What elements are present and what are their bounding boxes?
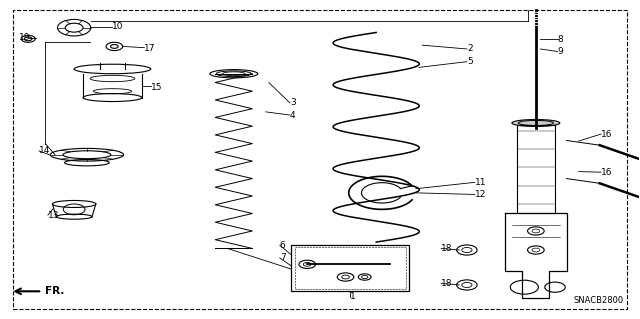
Ellipse shape	[512, 120, 560, 126]
Text: 5: 5	[467, 57, 472, 66]
Text: 18: 18	[442, 279, 453, 288]
Text: 18: 18	[442, 244, 453, 253]
Text: 7: 7	[280, 254, 285, 263]
Bar	[291, 245, 410, 291]
Text: 16: 16	[601, 130, 612, 138]
Text: 15: 15	[151, 83, 163, 92]
Text: SNACB2800: SNACB2800	[573, 296, 623, 305]
Text: 6: 6	[280, 241, 285, 250]
Ellipse shape	[210, 70, 258, 78]
Text: 8: 8	[557, 35, 563, 44]
Text: 19: 19	[19, 33, 30, 42]
Text: 1: 1	[350, 292, 356, 301]
Text: FR.: FR.	[45, 286, 65, 296]
Text: 13: 13	[48, 211, 60, 219]
Bar	[516, 124, 555, 213]
Text: 11: 11	[474, 178, 486, 187]
Text: 14: 14	[39, 146, 51, 155]
Text: 10: 10	[113, 22, 124, 31]
Text: 4: 4	[290, 111, 296, 120]
Bar	[295, 247, 406, 289]
Text: 2: 2	[467, 44, 472, 54]
Text: 16: 16	[601, 168, 612, 177]
Text: 9: 9	[557, 47, 563, 56]
Text: 3: 3	[290, 99, 296, 108]
Text: 17: 17	[145, 44, 156, 53]
Text: 12: 12	[474, 190, 486, 199]
